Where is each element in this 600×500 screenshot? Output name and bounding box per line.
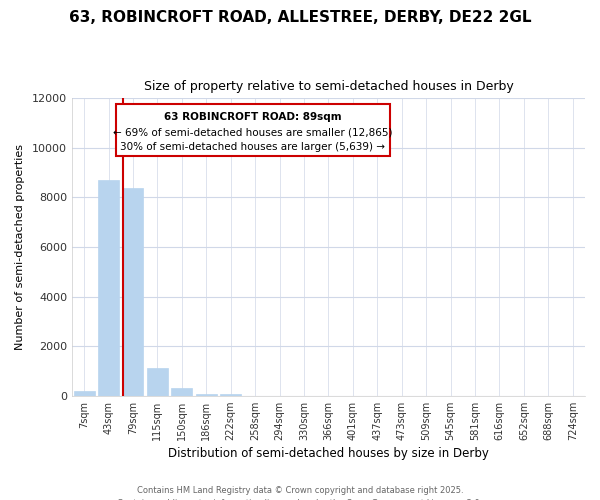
Text: 63, ROBINCROFT ROAD, ALLESTREE, DERBY, DE22 2GL: 63, ROBINCROFT ROAD, ALLESTREE, DERBY, D…: [69, 10, 531, 25]
Text: 30% of semi-detached houses are larger (5,639) →: 30% of semi-detached houses are larger (…: [120, 142, 385, 152]
Bar: [172, 388, 192, 396]
Title: Size of property relative to semi-detached houses in Derby: Size of property relative to semi-detach…: [143, 80, 514, 93]
Text: Contains HM Land Registry data © Crown copyright and database right 2025.: Contains HM Land Registry data © Crown c…: [137, 486, 463, 495]
Y-axis label: Number of semi-detached properties: Number of semi-detached properties: [15, 144, 25, 350]
Bar: [74, 390, 95, 396]
Bar: [196, 394, 217, 396]
X-axis label: Distribution of semi-detached houses by size in Derby: Distribution of semi-detached houses by …: [168, 447, 489, 460]
Text: 63 ROBINCROFT ROAD: 89sqm: 63 ROBINCROFT ROAD: 89sqm: [164, 112, 341, 122]
Bar: [147, 368, 168, 396]
Bar: [122, 188, 143, 396]
Bar: [220, 394, 241, 396]
Text: ← 69% of semi-detached houses are smaller (12,865): ← 69% of semi-detached houses are smalle…: [113, 128, 392, 138]
Text: Contains public sector information licensed under the Open Government Licence v3: Contains public sector information licen…: [118, 498, 482, 500]
Bar: [98, 180, 119, 396]
FancyBboxPatch shape: [116, 104, 390, 156]
